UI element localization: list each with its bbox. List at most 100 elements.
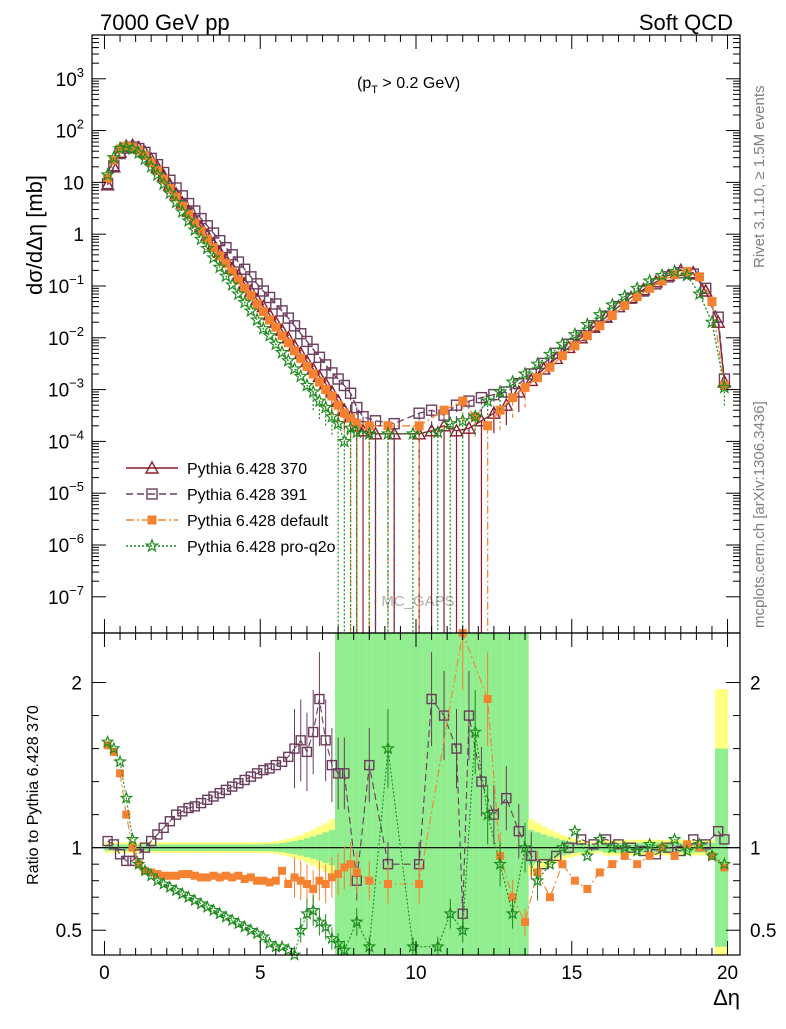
band-inner-bin [353, 633, 361, 955]
data-point-pq2o [330, 415, 346, 430]
ratio-point-pdefault [309, 884, 318, 893]
data-point-p370 [100, 177, 115, 191]
data-point-pdefault [632, 292, 642, 302]
band-inner-bin [347, 633, 355, 955]
data-point-pdefault [271, 322, 281, 332]
ratio-ytick-label: 0.5 [56, 921, 82, 942]
data-point-pq2o [361, 426, 377, 441]
tick-exponent: −4 [69, 427, 84, 442]
ratio-point-pq2o [655, 840, 669, 854]
data-point-pdefault [302, 361, 312, 371]
data-point-pq2o [212, 259, 228, 274]
data-point-pq2o [118, 139, 134, 154]
ratio-point-pq2o [493, 856, 507, 870]
data-point-pdefault [607, 310, 617, 320]
tick-exponent: 2 [77, 117, 84, 132]
ratio-point-pdefault [302, 879, 311, 888]
data-point-pq2o [106, 150, 122, 164]
data-point-pq2o [143, 159, 159, 173]
band-inner-bin [515, 633, 523, 955]
data-point-pq2o [480, 393, 495, 408]
ratio-point-pq2o [306, 903, 321, 917]
ratio-point-pdefault [583, 884, 592, 893]
data-point-pq2o [704, 314, 720, 329]
band-inner-bin [459, 633, 467, 955]
band-inner-bin [472, 633, 479, 955]
series-line-p391 [106, 146, 726, 425]
data-point-pq2o [181, 213, 196, 228]
data-point-pq2o [629, 280, 645, 295]
band-inner-bin [465, 633, 473, 955]
ratio-point-pdefault [321, 879, 330, 888]
data-point-pq2o [579, 316, 595, 331]
data-point-pdefault [695, 272, 704, 282]
ratio-point-p391 [295, 735, 306, 746]
data-point-p391 [226, 249, 238, 261]
ratio-point-pq2o [480, 807, 495, 821]
ratio-point-pdefault [645, 851, 654, 860]
ratio-point-p391 [438, 710, 450, 721]
data-point-p391 [338, 379, 351, 392]
ratio-point-p391 [152, 829, 163, 840]
data-point-pdefault [439, 405, 449, 415]
cut-label-sub: T [371, 84, 378, 96]
main-ytick-label: 10−2 [48, 324, 84, 350]
data-point-pq2o [100, 167, 115, 182]
ratio-ytick-label: 2 [71, 674, 82, 695]
data-point-pq2o [274, 344, 290, 359]
ratio-point-pq2o [705, 848, 719, 862]
ratio-point-pq2o [717, 856, 732, 870]
ratio-point-p391 [139, 842, 151, 853]
data-point-pdefault [682, 267, 692, 277]
ratio-point-p391 [214, 787, 225, 799]
legend-marker-pdefault [147, 515, 157, 525]
ratio-point-p391 [501, 792, 512, 804]
ratio-point-p391 [158, 822, 169, 834]
data-point-p370 [449, 423, 464, 437]
ratio-point-pdefault [271, 876, 280, 885]
data-point-p370 [698, 283, 713, 297]
data-point-pq2o [255, 320, 271, 335]
ratio-ytick-label-right: 1 [750, 839, 761, 860]
ratio-point-pq2o [131, 856, 146, 870]
ratio-point-pq2o [200, 899, 215, 914]
band-inner-bin [409, 633, 417, 955]
ratio-point-pq2o [113, 754, 127, 768]
ratio-point-p391 [145, 835, 157, 847]
legend-label-pdefault: Pythia 6.428 default [187, 513, 329, 530]
main-plot [100, 137, 732, 633]
ratio-point-pdefault [116, 769, 125, 778]
band-inner-bin [497, 633, 504, 955]
tick-exponent: 3 [77, 65, 84, 80]
data-point-p370 [461, 420, 477, 434]
data-point-pq2o [187, 222, 203, 237]
data-point-p391 [263, 291, 276, 304]
data-point-p391 [326, 367, 338, 379]
data-point-pq2o [430, 424, 446, 439]
band-inner-bin [378, 633, 386, 955]
data-point-p391 [201, 220, 213, 232]
ratio-point-pdefault [284, 879, 293, 888]
ratio-point-p391 [102, 835, 113, 847]
data-point-pq2o [567, 326, 583, 341]
ratio-plot [100, 629, 732, 961]
cut-label: (pT > 0.2 GeV) [357, 75, 460, 96]
ratio-point-p391 [600, 834, 612, 845]
ratio-point-pq2o [231, 916, 246, 930]
ratio-point-pdefault [334, 870, 343, 879]
band-inner-bin [391, 633, 398, 955]
ratio-point-pdefault [620, 851, 629, 860]
ratio-point-p391 [638, 845, 649, 857]
data-point-pq2o [131, 145, 147, 160]
data-point-pq2o [162, 185, 178, 200]
tick-exponent: −2 [69, 324, 84, 339]
data-point-pdefault [314, 377, 324, 387]
data-point-pdefault [277, 331, 287, 341]
data-point-pdefault [258, 307, 268, 317]
ratio-point-p391 [245, 771, 257, 782]
ratio-point-pq2o [580, 848, 595, 862]
data-point-pdefault [620, 300, 630, 310]
band-inner-bin [440, 633, 448, 955]
ratio-point-p391 [208, 791, 219, 802]
data-point-pdefault [508, 393, 518, 403]
